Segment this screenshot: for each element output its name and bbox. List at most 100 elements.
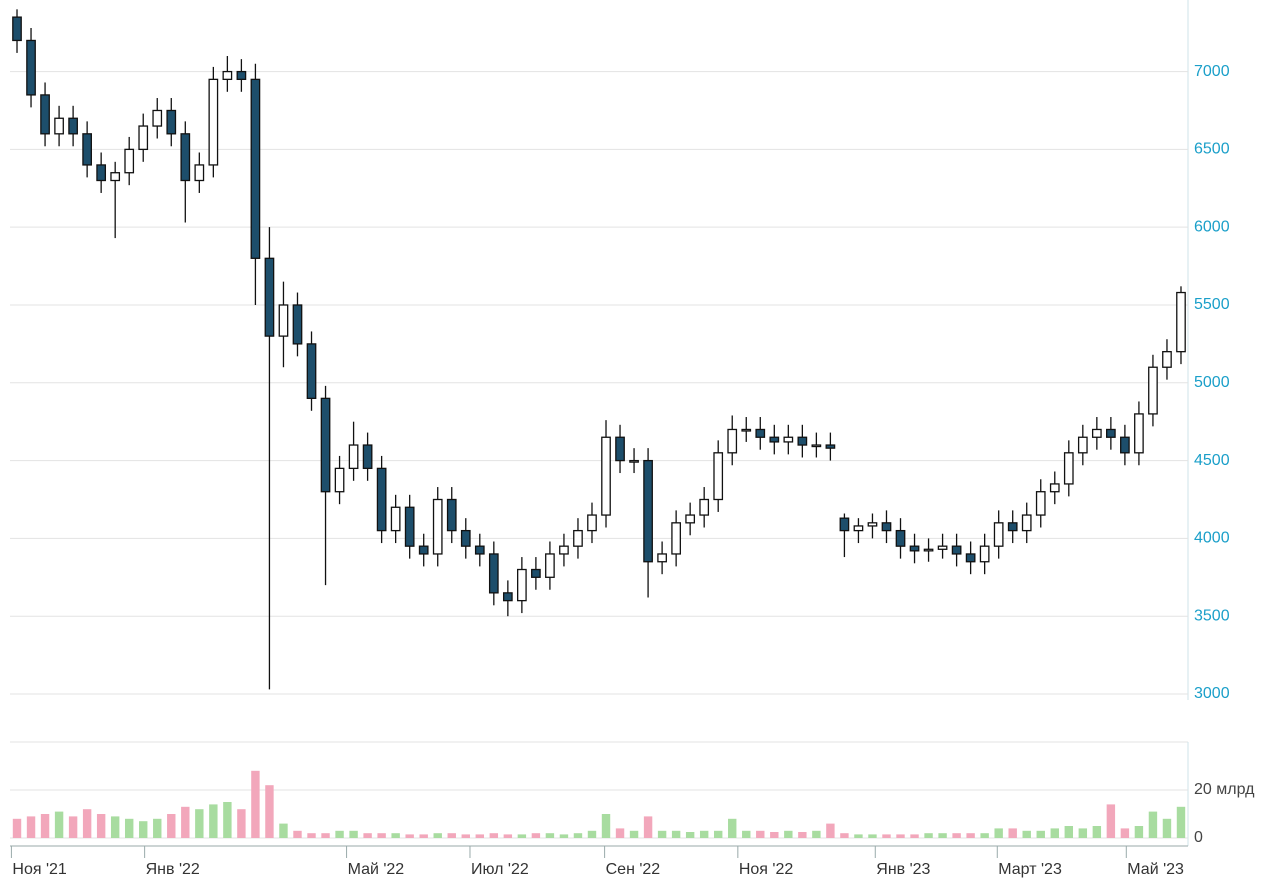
candle-body	[474, 545, 485, 555]
candle-body	[1091, 428, 1102, 438]
y-tick-label: 7000	[1194, 63, 1230, 80]
volume-bar	[391, 833, 400, 838]
candle-body	[657, 553, 667, 563]
volume-bar	[223, 802, 232, 838]
volume-tick-label: 20 млрд	[1194, 781, 1255, 798]
candle-body	[502, 592, 513, 602]
volume-bar	[685, 832, 695, 838]
candle-body	[306, 343, 317, 399]
candle-body	[573, 529, 583, 547]
candle-body	[418, 545, 429, 555]
candle-body	[26, 39, 36, 96]
volume-bar	[868, 834, 877, 838]
y-tick-label: 3000	[1194, 685, 1230, 702]
volume-bar	[1134, 826, 1144, 838]
candle-body	[769, 436, 780, 443]
volume-bar	[82, 809, 92, 838]
x-tick-label: Янв '23	[876, 861, 930, 878]
volume-bar	[742, 830, 751, 838]
volume-bar	[181, 806, 190, 838]
candle-body	[531, 568, 541, 578]
candle-body	[727, 428, 738, 454]
y-tick-label: 5500	[1194, 296, 1230, 313]
candle-body	[1007, 522, 1018, 532]
x-tick-label: Май '22	[348, 861, 405, 878]
candle-body	[166, 109, 177, 135]
y-tick-label: 4000	[1194, 530, 1230, 547]
volume-bar	[1120, 828, 1130, 838]
candle-body	[40, 94, 50, 135]
volume-bar	[1036, 830, 1045, 838]
candle-body	[783, 436, 794, 443]
candle-body	[334, 467, 345, 493]
candle-body	[362, 444, 373, 470]
candle-body	[320, 397, 331, 493]
volume-bar	[209, 804, 218, 838]
volume-bar	[307, 833, 316, 838]
volume-bar	[1162, 818, 1172, 838]
candle-body	[909, 545, 920, 552]
x-tick-label: Сен '22	[606, 861, 661, 878]
volume-bar	[657, 830, 667, 838]
candle-body	[432, 498, 443, 555]
volume-bar	[952, 833, 961, 838]
volume-bar	[601, 814, 611, 838]
volume-bar	[335, 830, 344, 838]
candle-body	[713, 452, 724, 501]
x-tick-label: Июл '22	[471, 861, 529, 878]
volume-bar	[840, 833, 849, 838]
volume-bar	[279, 823, 288, 838]
volume-bar	[153, 818, 162, 838]
candle-body	[615, 436, 625, 462]
volume-bar	[938, 833, 947, 838]
candle-body	[1162, 351, 1172, 368]
candle-body	[1021, 514, 1032, 532]
candle-body	[643, 459, 653, 563]
volume-bar	[1050, 828, 1059, 838]
candle-body	[460, 529, 471, 547]
volume-bar	[980, 833, 989, 838]
candle-body	[993, 522, 1004, 547]
volume-bar	[699, 830, 709, 838]
candle-body	[1077, 436, 1088, 454]
volume-bar	[1008, 828, 1017, 838]
candle-body	[923, 548, 934, 552]
candle-body	[517, 568, 527, 602]
candle-body	[264, 257, 275, 337]
candle-body	[348, 444, 359, 470]
volume-bar	[475, 834, 485, 838]
volume-bar	[629, 830, 639, 838]
candle-body	[12, 16, 22, 42]
candle-body	[545, 553, 555, 578]
volume-bar	[1106, 804, 1116, 838]
volume-bar	[405, 834, 414, 838]
y-tick-label: 5000	[1194, 374, 1230, 391]
volume-bar	[447, 833, 456, 838]
volume-bar	[615, 828, 625, 838]
y-tick-label: 4500	[1194, 452, 1230, 469]
candle-body	[937, 545, 948, 550]
volume-bar	[798, 832, 807, 838]
candle-body	[797, 436, 808, 446]
volume-bar	[1022, 830, 1031, 838]
volume-bar	[784, 830, 793, 838]
y-tick-label: 6000	[1194, 218, 1230, 235]
volume-bar	[1078, 828, 1088, 838]
candle-body	[152, 109, 163, 127]
candle-body	[54, 117, 64, 135]
candle-body	[853, 525, 864, 532]
volume-bar	[54, 811, 64, 838]
volume-bar	[728, 818, 737, 838]
volume-tick-label: 0	[1194, 829, 1203, 846]
volume-bar	[321, 833, 330, 838]
candle-body	[1063, 452, 1074, 485]
volume-bar	[573, 833, 583, 838]
candle-body	[292, 304, 303, 345]
volume-bar	[12, 818, 22, 838]
candle-body	[587, 514, 597, 532]
candle-body	[1106, 428, 1116, 438]
volume-bar	[237, 809, 246, 838]
x-tick-label: Май '23	[1127, 861, 1184, 878]
x-tick-label: Ноя '22	[739, 861, 794, 878]
